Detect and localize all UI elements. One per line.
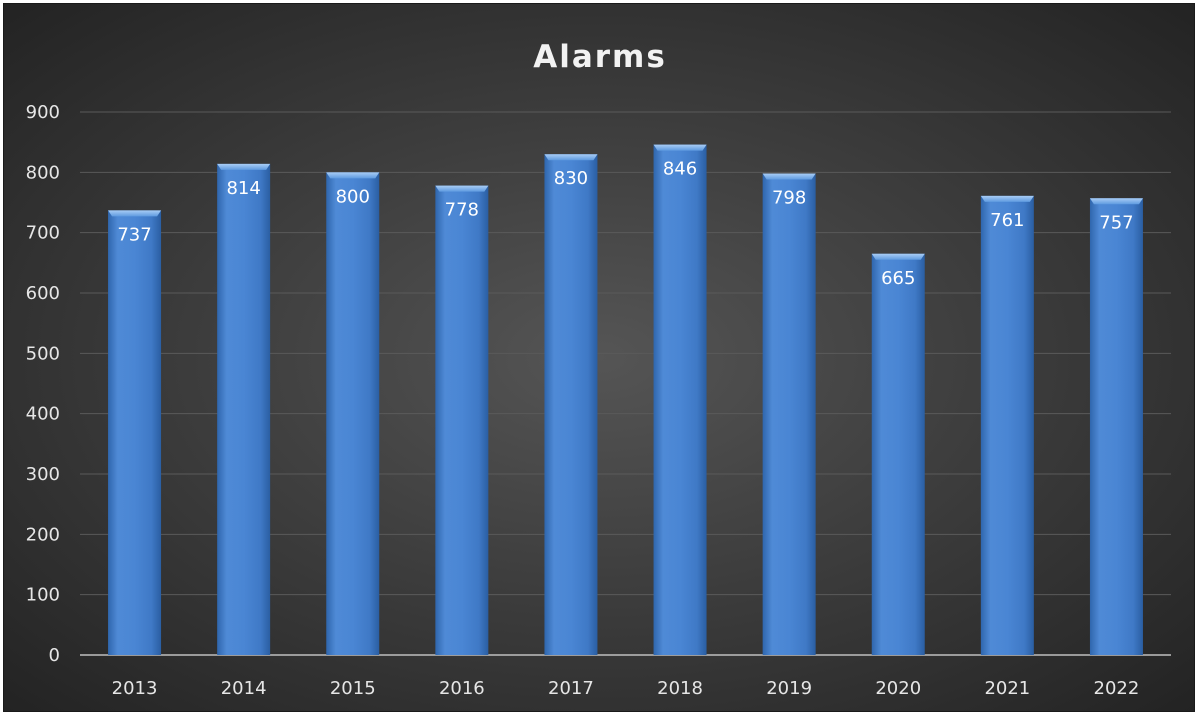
bar [653, 144, 707, 655]
chart-title: Alarms [533, 39, 667, 75]
x-tick-label: 2017 [548, 678, 594, 699]
bar-bevel [326, 172, 380, 179]
bar-group: 814 [217, 163, 271, 656]
x-tick-label: 2014 [221, 678, 267, 699]
bar [980, 195, 1034, 655]
data-label: 846 [663, 159, 697, 180]
bar-bevel [435, 185, 489, 192]
x-tick-label: 2013 [112, 678, 158, 699]
bar-group: 761 [980, 195, 1034, 655]
x-tick-label: 2021 [984, 678, 1030, 699]
bar-group: 757 [1089, 198, 1143, 655]
data-label: 798 [772, 188, 806, 209]
bar-bevel [762, 173, 816, 180]
bar-bevel [108, 210, 162, 217]
bar-group: 846 [653, 144, 707, 655]
y-tick-label: 900 [26, 102, 60, 123]
x-tick-label: 2022 [1094, 678, 1140, 699]
x-tick-label: 2016 [439, 678, 485, 699]
bar-group: 798 [762, 173, 816, 656]
bar-group: 800 [326, 172, 380, 656]
chart-area: Alarms 0 100 200 300 400 500 600 700 800 900 737 8… [3, 3, 1195, 712]
y-tick-label: 600 [26, 283, 60, 304]
bar [435, 185, 489, 655]
bar-bevel [217, 163, 271, 170]
data-label: 830 [554, 168, 588, 189]
bar-bevel [980, 195, 1034, 202]
bar [762, 173, 816, 656]
y-tick-label: 100 [26, 585, 60, 606]
data-label: 757 [1099, 212, 1133, 233]
x-tick-label: 2019 [766, 678, 812, 699]
x-axis: 2013 2014 2015 2016 2017 2018 2019 2020 2021 2022 [112, 678, 1140, 699]
y-tick-label: 300 [26, 464, 60, 485]
y-tick-label: 700 [26, 223, 60, 244]
bar [108, 210, 162, 656]
bar [1089, 198, 1143, 655]
bar-chart: Alarms 0 100 200 300 400 500 600 700 800 900 737 8… [26, 39, 1171, 699]
x-tick-label: 2020 [875, 678, 921, 699]
x-tick-label: 2018 [657, 678, 703, 699]
bar-bevel [544, 154, 598, 161]
data-label: 737 [117, 224, 151, 245]
data-label: 814 [226, 178, 260, 199]
x-tick-label: 2015 [330, 678, 376, 699]
bar-bevel [1089, 198, 1143, 205]
bar-group: 665 [871, 253, 925, 656]
bar-bevel [871, 253, 925, 260]
y-tick-label: 500 [26, 343, 60, 364]
data-label: 665 [881, 268, 915, 289]
y-tick-label: 0 [49, 645, 60, 666]
bar-bevel [653, 144, 707, 151]
bar [544, 154, 598, 655]
y-axis: 0 100 200 300 400 500 600 700 800 900 [26, 102, 60, 666]
data-label: 800 [336, 186, 370, 207]
data-label: 761 [990, 210, 1024, 231]
y-tick-label: 800 [26, 162, 60, 183]
bars: 737 814 800 778 830 846 798 665 761 757 [108, 144, 1143, 656]
bar-group: 737 [108, 210, 162, 656]
bar [871, 253, 925, 656]
data-label: 778 [445, 200, 479, 221]
bar [217, 163, 271, 656]
bar [326, 172, 380, 656]
bar-group: 830 [544, 154, 598, 655]
y-tick-label: 400 [26, 404, 60, 425]
bar-group: 778 [435, 185, 489, 655]
y-tick-label: 200 [26, 524, 60, 545]
